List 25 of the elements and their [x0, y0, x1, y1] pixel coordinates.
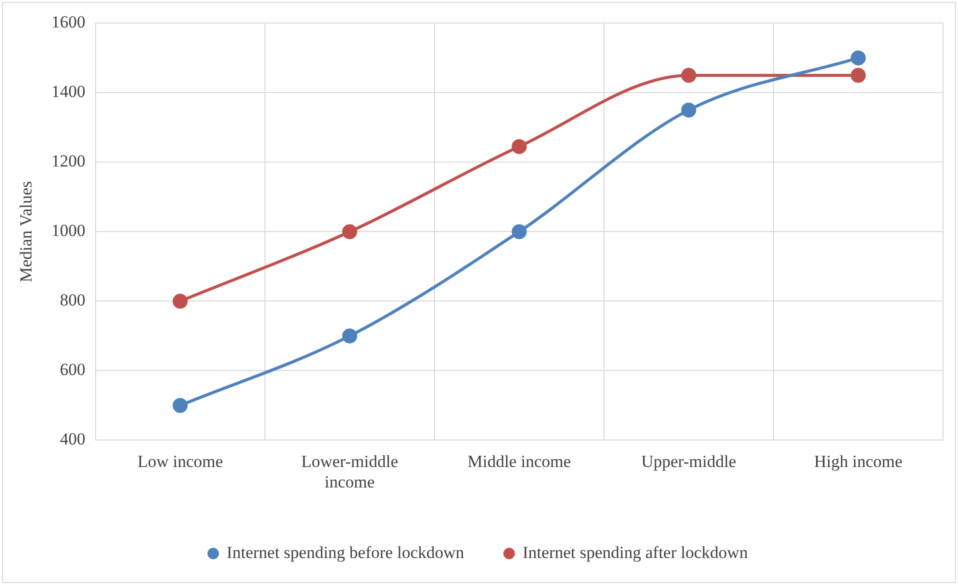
point	[850, 68, 866, 83]
x-tick-label: Middle income	[467, 452, 571, 471]
legend-label: Internet spending before lockdown	[226, 542, 465, 562]
y-tick-label: 400	[60, 430, 86, 449]
point	[172, 398, 188, 413]
point	[681, 68, 696, 83]
y-tick-label: 800	[60, 290, 86, 310]
x-tick-label: Lower-middle income	[301, 452, 398, 492]
point	[172, 294, 188, 309]
y-tick-label: 1600	[51, 12, 86, 32]
y-tick-label: 1200	[51, 152, 86, 171]
point	[342, 328, 358, 344]
point	[512, 224, 527, 240]
x-tick-label: Upper-middle	[641, 452, 736, 471]
x-tick-label: High income	[814, 452, 902, 471]
point	[681, 102, 696, 118]
point	[342, 224, 358, 240]
x-tick-label: Low income	[137, 452, 223, 471]
legend-label: Internet spending after lockdown	[522, 542, 748, 562]
y-tick-label: 1400	[51, 82, 86, 102]
y-axis-title: Median Values	[16, 181, 36, 282]
point	[512, 139, 527, 154]
y-tick-label: 600	[60, 360, 86, 380]
y-tick-label: 1000	[51, 221, 86, 240]
point	[850, 50, 866, 66]
